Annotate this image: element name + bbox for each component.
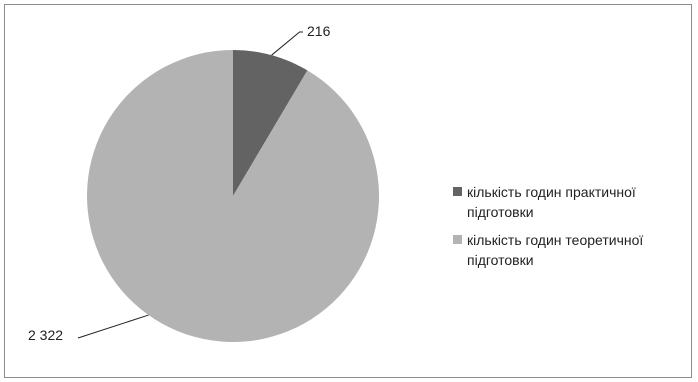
pie-slice-theoretical bbox=[86, 50, 379, 342]
legend-swatch-practical bbox=[453, 187, 462, 196]
leader-line-theoretical bbox=[77, 314, 149, 339]
legend-item-practical: кількість годин практичної підготовки bbox=[453, 182, 688, 222]
pie-slice-practical bbox=[233, 50, 308, 196]
legend: кількість годин практичної підготовки кі… bbox=[453, 182, 688, 278]
legend-swatch-theoretical bbox=[453, 235, 462, 244]
data-label-practical: 216 bbox=[307, 23, 331, 39]
data-label-theoretical: 2 322 bbox=[28, 327, 63, 343]
legend-label-theoretical: кількість годин теоретичної підготовки bbox=[467, 232, 644, 268]
legend-label-practical: кількість годин практичної підготовки bbox=[467, 184, 636, 220]
legend-item-theoretical: кількість годин теоретичної підготовки bbox=[453, 230, 688, 270]
leader-line-practical bbox=[271, 31, 303, 56]
